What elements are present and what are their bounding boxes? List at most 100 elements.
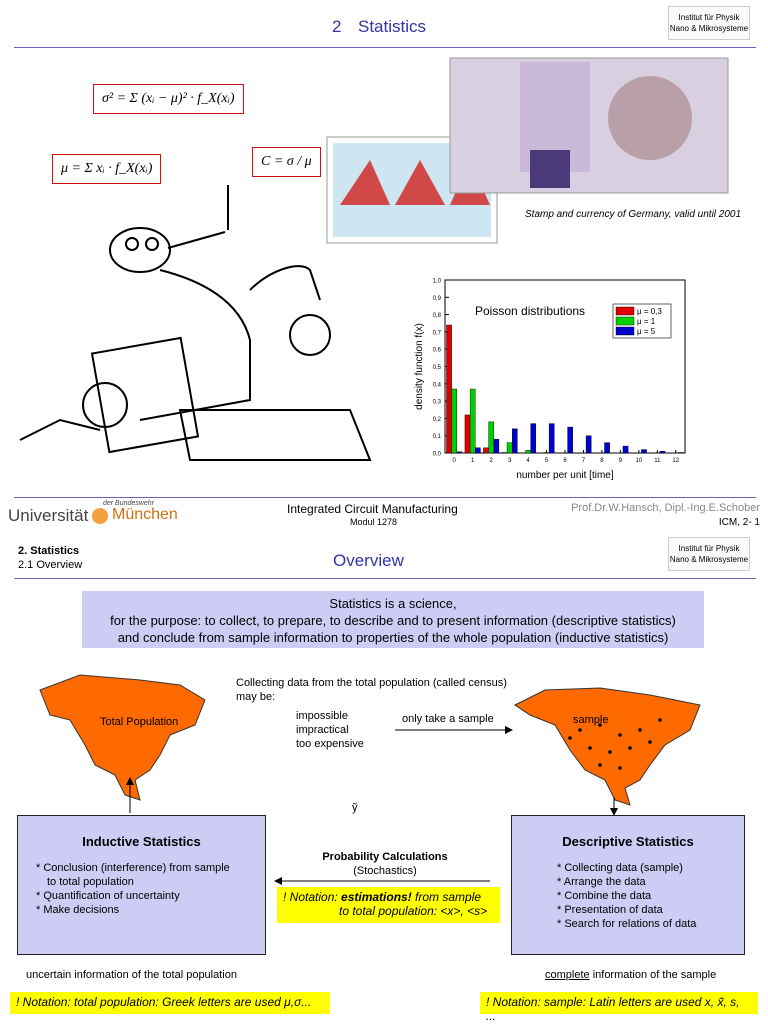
y-tick-label: 0,9 [433,296,442,302]
reason: too expensive [296,738,364,750]
illustrations [19,57,729,461]
y-tick-label: 0,3 [433,400,442,406]
arrow [274,877,490,885]
x-tick-label: 12 [672,458,679,464]
notation-mid: ! Notation: estimations! from sample to … [277,887,500,923]
slide-title: Overview [333,551,404,570]
notation-line: to total population: <x>, <s> [339,904,488,918]
course: Integrated Circuit Manufacturing [287,502,458,516]
bar [622,445,629,454]
page-label: ICM, 2- 1 [718,517,760,528]
x-tick-label: 10 [636,458,643,464]
logo-line: Nano & Mikrosysteme [669,555,749,564]
bar [506,442,513,454]
city: München [112,506,178,523]
right-note: complete information of the sample [545,969,716,981]
bar [530,423,537,454]
descriptive-box: Descriptive Statistics * Collecting data… [511,815,745,955]
box-items: * Conclusion (interference) from sample … [36,861,265,917]
definition-line: and conclude from sample information to … [117,630,669,645]
x-tick-label: 4 [526,458,530,464]
census-line: Collecting data from the total populatio… [236,677,507,689]
bar [641,449,647,454]
bar [548,423,555,454]
chart-title: Poisson distributions [475,304,585,318]
map [39,674,206,801]
logo-line: Institut für Physik [678,544,740,553]
right-note-emph: complete [545,969,590,981]
right-note-text: information of the sample [589,969,717,981]
y-tick-label: 0,4 [433,382,442,388]
box-item: * Combine the data [557,890,652,902]
probability-title: Probability Calculations [322,851,448,863]
notation-right: ! Notation: sample: Latin letters are us… [480,992,758,1023]
sample-dots [568,718,662,770]
banknote [449,57,729,194]
x-tick-label: 3 [508,458,512,464]
definition-line: Statistics is a science, [329,596,457,611]
cartoon [19,185,372,461]
module: Modul 1278 [350,517,398,527]
bar [488,421,494,454]
formula: μ = Σ xᵢ · f_X(xᵢ) [52,154,162,184]
bar [501,452,508,454]
map-label: sample [573,714,609,726]
bar [511,428,518,454]
notation-line: ! Notation: estimations! from sample [283,890,494,904]
map [514,687,701,806]
definition-line: for the purpose: to collect, to prepare,… [110,613,676,628]
y-tick-label: 0,5 [433,365,442,371]
arrow-head [274,877,282,885]
bar [456,451,463,454]
bar [659,451,666,454]
x-axis-label: number per unit [time] [516,470,613,481]
census-line: may be: [236,691,276,703]
box-item: * Presentation of data [557,904,663,916]
box-item: * Quantification of uncertainty [36,890,180,902]
caption: Stamp and currency of Germany, valid unt… [525,209,742,220]
y-tick-label: 0,0 [433,452,442,458]
logo: Institut für Physik Nano & Mikrosysteme [668,537,750,571]
y-tick-label: 0,1 [433,434,442,440]
formula: C = σ / μ [252,147,321,177]
y-tick-label: 0,8 [433,313,442,319]
census: Collecting data from the total populatio… [236,676,507,704]
legend-label: μ = 5 [637,327,656,336]
bar [567,426,573,454]
university-sub: der Bundeswehr [103,500,154,507]
box-title: Descriptive Statistics [562,834,694,849]
bar [543,452,550,454]
box-title: Inductive Statistics [82,834,201,849]
probability-sub: (Stochastics) [353,865,417,877]
bar [475,447,481,454]
bar [678,452,684,454]
maps [39,674,701,816]
legend-swatch [615,306,635,316]
x-tick-label: 9 [619,458,623,464]
legend-swatch [615,326,635,336]
box-item: * Arrange the data [557,876,646,888]
legend-label: μ = 1 [637,317,656,326]
arrow-head [505,726,513,734]
university: Universität [8,506,89,525]
x-tick-label: 1 [471,458,475,464]
bar [585,435,592,454]
x-tick-label: 8 [600,458,604,464]
legend-label: μ = 0,3 [637,307,662,316]
probability: Probability Calculations (Stochastics) [270,850,500,878]
reason: impossible [296,710,348,722]
bar [451,388,458,454]
symbol: ỹ [352,802,358,814]
chart: 0,00,10,20,30,40,50,60,70,80,91,00 1 2 3 4 5 6… [414,279,686,481]
notation-left: ! Notation: total population: Greek lett… [10,992,330,1014]
box-items: * Collecting data (sample) * Arrange the… [557,861,744,931]
notation-text: ! Notation: [283,890,342,904]
definition-box: Statistics is a science, for the purpose… [82,591,704,648]
rule [14,578,756,579]
rule [14,497,756,498]
arrow-head [610,808,618,816]
map-label: Total Population [100,716,179,728]
arrow-label: only take a sample [402,713,494,725]
bar [493,438,500,454]
y-tick-label: 0,6 [433,348,442,354]
